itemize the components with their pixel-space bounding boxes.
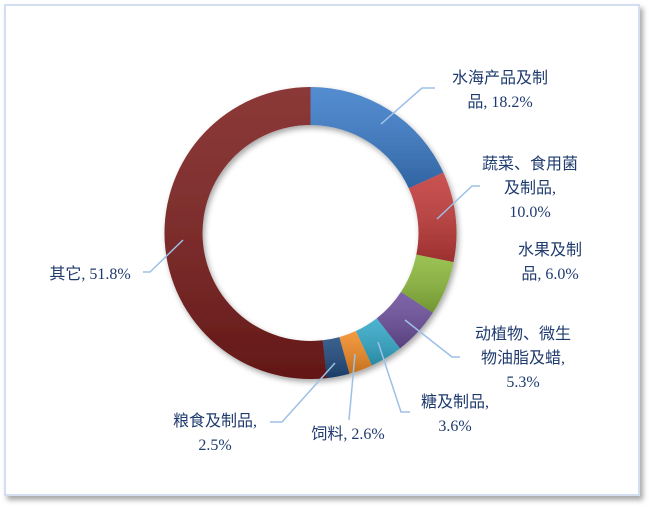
- leader-line-1: [380, 87, 435, 125]
- data-label-4: 物油脂及蜡,: [481, 349, 565, 367]
- donut-slice-shading: [339, 331, 372, 374]
- data-label-2: 蔬菜、食用菌: [482, 155, 578, 173]
- data-label-8: 其它, 51.8%: [49, 265, 130, 283]
- data-label-1: 水海产品及制: [452, 69, 548, 87]
- donut-slice-shading: [400, 254, 454, 313]
- donut-slice-shading: [310, 87, 444, 189]
- data-label-2: 10.0%: [509, 204, 550, 221]
- data-label-1: 品, 18.2%: [467, 94, 532, 111]
- leader-line-6: [348, 353, 356, 421]
- chart-frame: [4, 4, 640, 496]
- data-label-3: 水果及制: [518, 241, 582, 259]
- data-label-7: 2.5%: [198, 437, 231, 454]
- data-label-5: 3.6%: [438, 418, 471, 435]
- leader-line-8: [143, 239, 184, 273]
- data-label-4: 5.3%: [506, 374, 539, 391]
- leader-line-7: [270, 362, 336, 423]
- leader-line-5: [377, 341, 410, 413]
- data-label-2: 及制品,: [504, 179, 556, 197]
- donut-slice-shading: [355, 318, 400, 366]
- leader-line-4: [404, 319, 460, 358]
- leader-line-2: [436, 185, 480, 220]
- data-label-5: 糖及制品,: [421, 393, 489, 411]
- data-label-7: 粮食及制品,: [173, 412, 257, 430]
- donut-slice-shading: [322, 337, 350, 379]
- data-label-3: 品, 6.0%: [521, 266, 578, 283]
- donut-slice-shading: [164, 87, 327, 380]
- donut-slice-shading: [408, 172, 457, 263]
- data-label-6: 饲料, 2.6%: [311, 425, 384, 443]
- data-label-4: 动植物、微生: [475, 325, 571, 343]
- donut-slice-shading: [376, 292, 433, 349]
